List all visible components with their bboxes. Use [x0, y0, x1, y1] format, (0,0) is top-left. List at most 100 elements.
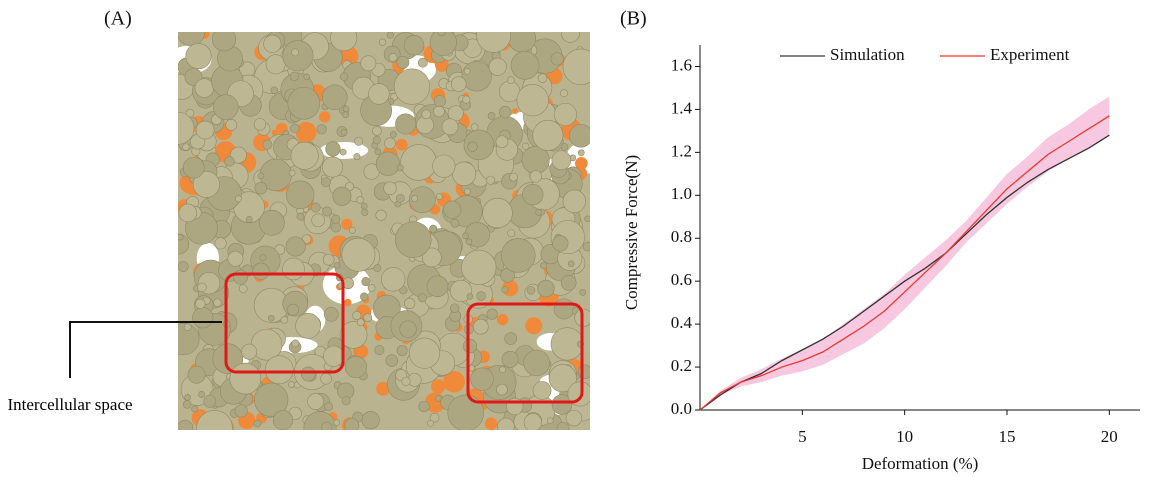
particle: [260, 255, 266, 261]
particle: [357, 319, 364, 326]
particle: [286, 181, 314, 209]
particle: [230, 363, 261, 394]
particle: [522, 184, 543, 205]
particle: [499, 106, 511, 118]
particle: [311, 203, 320, 212]
particle: [196, 299, 206, 309]
particle: [312, 214, 325, 227]
particle: [198, 391, 204, 397]
particle: [394, 69, 430, 105]
particle: [404, 35, 424, 55]
particle: [322, 157, 342, 177]
particle: [563, 49, 599, 85]
particle: [381, 267, 405, 291]
particle: [418, 58, 427, 67]
particle: [357, 197, 364, 204]
particle: [527, 286, 535, 294]
y-tick-label: 0.2: [671, 356, 692, 375]
particle: [471, 368, 494, 391]
particle: [281, 316, 288, 323]
panel-label: (B): [620, 8, 647, 30]
particle: [291, 49, 298, 56]
particle: [508, 230, 515, 237]
particle: [560, 90, 567, 97]
orange-particle: [296, 122, 317, 143]
particle: [395, 222, 431, 258]
particle: [235, 405, 248, 418]
particle: [253, 263, 270, 280]
particle: [349, 227, 355, 233]
particle: [389, 53, 397, 61]
particle: [557, 422, 569, 434]
particle: [228, 251, 243, 266]
panel-label: (A): [104, 8, 132, 30]
particle: [197, 283, 206, 292]
particle: [536, 209, 542, 215]
particle: [508, 24, 536, 52]
particle: [213, 299, 221, 307]
particle: [533, 381, 551, 399]
particle: [386, 355, 398, 367]
particle: [496, 384, 507, 395]
particle: [345, 418, 359, 432]
particle: [507, 77, 514, 84]
particle: [563, 190, 586, 213]
particle: [215, 238, 226, 249]
y-tick-label: 0.8: [671, 227, 692, 246]
particle: [540, 262, 546, 268]
y-tick-label: 0.4: [671, 313, 693, 332]
error-band: [700, 97, 1109, 410]
particle: [578, 365, 592, 379]
particle: [376, 210, 387, 221]
orange-particle: [431, 379, 445, 393]
particle: [483, 198, 513, 228]
particle: [372, 126, 381, 135]
particle: [288, 87, 320, 119]
particle: [226, 119, 237, 130]
particle: [436, 193, 442, 199]
particle: [177, 18, 204, 45]
particle: [308, 393, 324, 409]
particle: [395, 114, 415, 134]
particle: [301, 367, 315, 381]
particle: [288, 381, 294, 387]
particle: [289, 170, 295, 176]
particle: [427, 276, 448, 297]
orange-particle: [525, 317, 542, 334]
particle: [364, 314, 372, 322]
particle: [488, 112, 495, 119]
particle: [511, 51, 539, 79]
particle: [345, 356, 367, 378]
particle: [196, 121, 214, 139]
particle: [448, 395, 484, 431]
particle: [234, 270, 248, 284]
particle: [537, 280, 554, 297]
particle: [333, 187, 351, 205]
particle: [254, 119, 266, 131]
particle: [547, 418, 553, 424]
particle: [585, 216, 591, 222]
particle-image: [162, 18, 603, 446]
particle: [197, 410, 233, 446]
particle: [334, 420, 340, 426]
particle: [360, 293, 368, 301]
particle: [500, 367, 506, 373]
particle: [569, 124, 592, 147]
particle: [188, 366, 205, 383]
particle: [323, 346, 344, 367]
particle: [361, 203, 367, 209]
particle: [466, 239, 472, 245]
particle: [418, 294, 426, 302]
y-axis-label: Compressive Force(N): [622, 155, 641, 310]
particle: [471, 124, 478, 131]
particle: [437, 28, 445, 36]
particle: [177, 420, 193, 436]
particle: [168, 323, 200, 355]
series-line: [700, 135, 1109, 410]
particle: [502, 287, 508, 293]
particle: [433, 106, 444, 117]
particle: [517, 84, 549, 116]
particle: [286, 237, 305, 256]
particle: [258, 173, 264, 179]
particle: [419, 401, 430, 412]
